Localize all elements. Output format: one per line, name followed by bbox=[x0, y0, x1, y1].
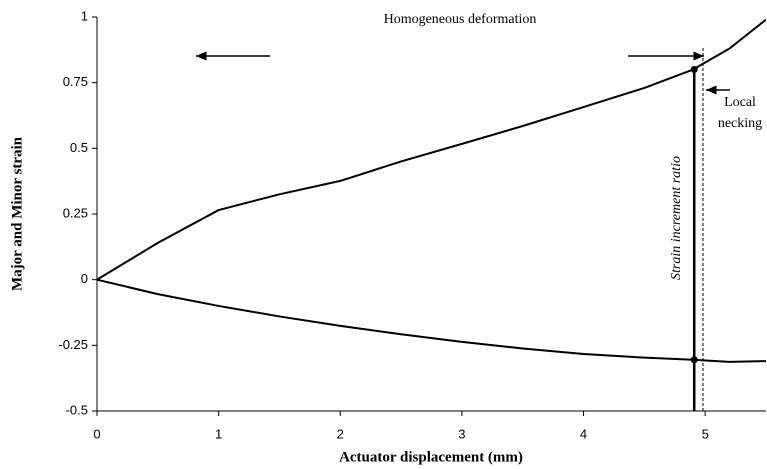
y-tick-label: -0.5 bbox=[66, 402, 88, 417]
x-tick-label: 5 bbox=[702, 426, 709, 441]
y-tick-label: 1 bbox=[81, 8, 88, 23]
marker bbox=[690, 356, 698, 364]
y-axis-label: Major and Minor strain bbox=[9, 136, 25, 291]
x-tick-label: 2 bbox=[337, 426, 344, 441]
x-tick-label: 3 bbox=[458, 426, 465, 441]
y-tick-label: 0.75 bbox=[63, 74, 88, 89]
x-tick-label: 1 bbox=[215, 426, 222, 441]
annotation: Homogeneous deformation bbox=[384, 12, 537, 27]
marker bbox=[690, 66, 698, 74]
y-tick-label: -0.25 bbox=[58, 337, 88, 352]
annotation: Strain increment ratio bbox=[669, 156, 684, 280]
y-tick-label: 0 bbox=[81, 271, 88, 286]
annotation: necking bbox=[718, 116, 762, 131]
y-tick-label: 0.5 bbox=[70, 140, 88, 155]
x-tick-label: 4 bbox=[580, 426, 587, 441]
x-axis-label: Actuator displacement (mm) bbox=[339, 449, 523, 465]
line-series bbox=[96, 278, 767, 363]
annotation: Local bbox=[724, 95, 756, 110]
y-tick-label: 0.25 bbox=[63, 205, 88, 220]
line-series bbox=[96, 18, 767, 281]
x-tick-label: 0 bbox=[93, 426, 100, 441]
